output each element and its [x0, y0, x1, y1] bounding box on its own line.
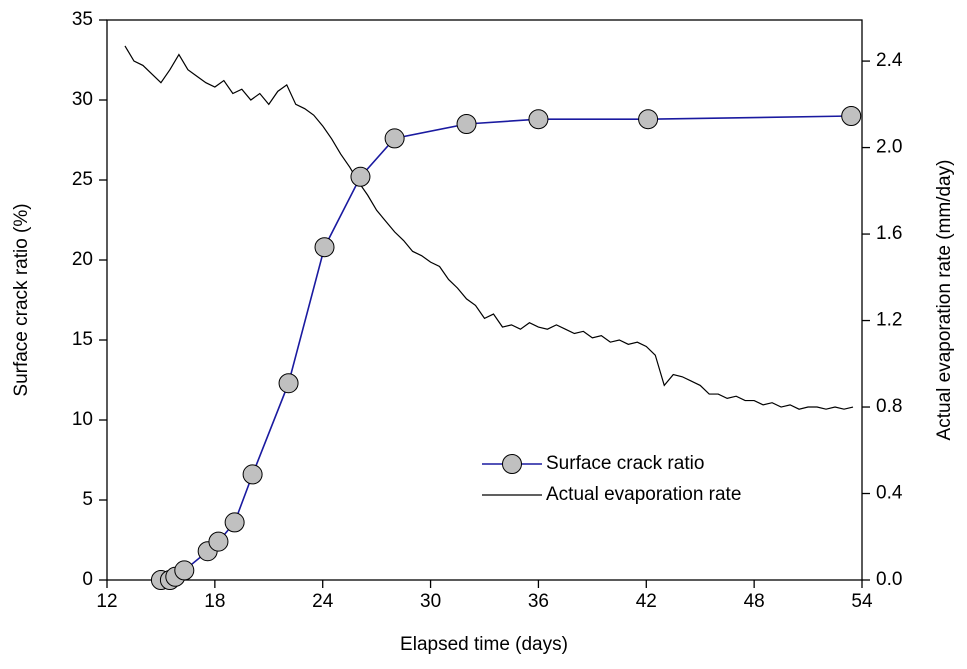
marker: [278, 373, 299, 394]
y2-tick-label: 1.6: [876, 223, 902, 244]
y2-tick-label: 1.2: [876, 310, 902, 331]
x-tick-label: 54: [851, 591, 873, 612]
plot-frame: [106, 19, 863, 581]
y-tick-label: 0: [82, 569, 93, 590]
x-axis-label: Elapsed time (days): [400, 634, 568, 655]
series-line: [160, 115, 852, 581]
y-tick-label: 25: [72, 169, 93, 190]
x-tick-label: 36: [528, 591, 549, 612]
y-axis-label: Surface crack ratio (%): [11, 203, 32, 396]
marker: [314, 237, 335, 258]
marker: [350, 166, 371, 187]
marker: [528, 109, 549, 130]
x-tick-label: 18: [204, 591, 225, 612]
y-tick-label: 15: [72, 329, 93, 350]
y-tick-label: 10: [72, 409, 93, 430]
x-tick-label: 24: [312, 591, 334, 612]
marker: [208, 531, 229, 552]
y-tick-label: 5: [82, 489, 93, 510]
legend-marker: [502, 454, 522, 474]
marker: [174, 560, 195, 581]
x-tick-label: 48: [744, 591, 765, 612]
y2-tick-label: 0.4: [876, 483, 903, 504]
legend-label: Surface crack ratio: [546, 453, 704, 474]
x-tick-label: 30: [420, 591, 441, 612]
x-tick-label: 12: [96, 591, 117, 612]
y2-axis-label: Actual evaporation rate (mm/day): [934, 160, 955, 441]
y-tick-label: 20: [72, 249, 93, 270]
x-tick-label: 42: [636, 591, 657, 612]
y2-tick-label: 0.0: [876, 569, 902, 590]
y-tick-label: 30: [72, 89, 93, 110]
y2-tick-label: 2.0: [876, 137, 902, 158]
legend-label: Actual evaporation rate: [546, 484, 741, 505]
marker: [242, 464, 263, 485]
marker: [456, 114, 477, 134]
series-line: [124, 45, 854, 410]
marker: [638, 109, 659, 130]
y2-tick-label: 2.4: [876, 50, 903, 71]
marker: [841, 106, 862, 126]
marker: [384, 128, 405, 149]
y2-tick-label: 0.8: [876, 396, 902, 417]
y-tick-label: 35: [72, 9, 93, 30]
marker: [224, 512, 245, 533]
